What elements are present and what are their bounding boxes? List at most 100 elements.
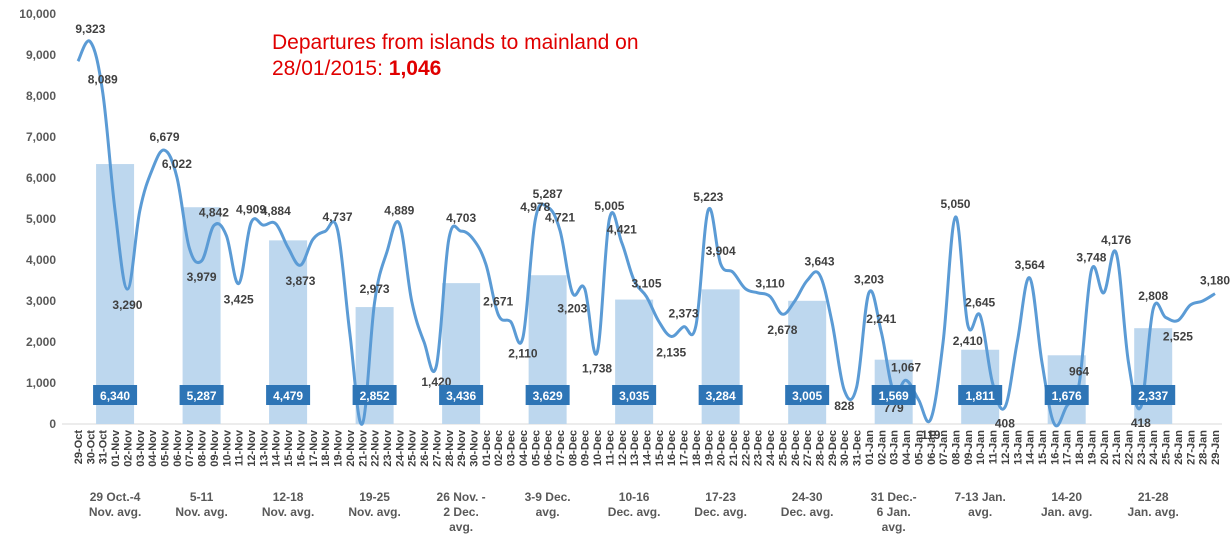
x-tick-label: 17-Jan <box>1062 430 1074 465</box>
x-tick-label: 04-Jan <box>901 430 913 465</box>
x-tick-label: 07-Dec <box>555 430 567 466</box>
x-tick-label: 08-Dec <box>567 430 579 466</box>
x-tick-label: 21-Jan <box>1111 430 1123 465</box>
x-tick-label: 25-Jan <box>1161 430 1173 465</box>
bar-label-box <box>612 385 657 405</box>
data-label: 964 <box>1069 364 1089 378</box>
x-tick-label: 10-Nov <box>221 429 233 467</box>
x-tick-label: 24-Nov <box>394 429 406 467</box>
x-tick-label: 24-Dec <box>765 430 777 466</box>
x-tick-label: 14-Nov <box>271 429 283 467</box>
x-tick-label: 03-Jan <box>889 430 901 465</box>
week-label: 12-18 Nov. avg. <box>261 490 315 519</box>
x-tick-label: 29-Dec <box>827 430 839 466</box>
data-label: 2,671 <box>483 294 513 308</box>
bar-label: 2,852 <box>360 389 390 403</box>
x-tick-label: 16-Dec <box>666 430 678 466</box>
data-label: 2,678 <box>767 323 797 337</box>
x-tick-label: 28-Jan <box>1198 430 1210 465</box>
bar-label-box <box>93 385 138 405</box>
x-tick-label: 20-Nov <box>345 429 357 467</box>
data-label: 3,110 <box>755 276 785 290</box>
x-tick-label: 14-Jan <box>1025 430 1037 465</box>
x-tick-label: 18-Jan <box>1074 430 1086 465</box>
y-tick-label: 0 <box>49 417 56 431</box>
x-tick-label: 22-Dec <box>740 430 752 466</box>
x-tick-label: 09-Dec <box>580 430 592 466</box>
data-label: 3,180 <box>1200 274 1230 288</box>
x-tick-label: 02-Nov <box>122 429 134 467</box>
x-tick-label: 27-Nov <box>431 429 443 467</box>
y-tick-label: 9,000 <box>26 48 56 62</box>
bar-label-box <box>871 385 916 405</box>
x-tick-label: 07-Jan <box>938 430 950 465</box>
data-label: 3,203 <box>557 302 587 316</box>
x-tick-label: 02-Dec <box>493 430 505 466</box>
data-label: 3,290 <box>112 298 142 312</box>
annotation-highlight: 1,046 <box>388 57 442 80</box>
week-label: 7-13 Jan. avg. <box>954 490 1006 519</box>
data-label: 418 <box>1131 416 1151 430</box>
x-tick-label: 05-Jan <box>913 430 925 465</box>
x-tick-label: 25-Dec <box>777 430 789 466</box>
x-tick-label: 16-Nov <box>295 429 307 467</box>
x-tick-label: 12-Dec <box>617 430 629 466</box>
x-tick-label: 19-Nov <box>333 429 345 467</box>
bar-label-box <box>266 385 311 405</box>
data-label: 5,050 <box>940 197 970 211</box>
data-label: 3,643 <box>805 255 835 269</box>
y-tick-label: 6,000 <box>26 171 56 185</box>
x-tick-label: 29-Oct <box>73 430 85 465</box>
y-tick-label: 2,000 <box>26 335 56 349</box>
annotation-text: Departures from islands to mainland on 2… <box>272 31 639 80</box>
x-tick-label: 26-Nov <box>419 429 431 467</box>
x-tick-label: 15-Jan <box>1037 430 1049 465</box>
data-label: 1,067 <box>891 360 921 374</box>
data-label: 3,748 <box>1076 250 1106 264</box>
x-tick-label: 13-Dec <box>629 430 641 466</box>
data-label: 2,973 <box>360 282 390 296</box>
bar-label: 1,676 <box>1052 389 1082 403</box>
x-tick-label: 18-Dec <box>691 430 703 466</box>
data-label: 3,979 <box>187 270 217 284</box>
bar <box>788 300 827 424</box>
x-tick-label: 29-Nov <box>456 429 468 467</box>
data-label: 2,525 <box>1163 329 1193 343</box>
bar-label: 3,629 <box>533 389 563 403</box>
bar-label: 3,035 <box>619 389 649 403</box>
x-tick-label: 01-Jan <box>864 430 876 465</box>
data-label: 2,373 <box>669 307 699 321</box>
data-label: 3,873 <box>285 274 315 288</box>
x-tick-label: 05-Dec <box>530 430 542 466</box>
x-tick-label: 13-Nov <box>258 429 270 467</box>
x-tick-label: 20-Dec <box>716 430 728 466</box>
annotation: Departures from islands to mainland on 2… <box>272 30 639 82</box>
bar-label-box <box>1131 385 1176 405</box>
data-label: 3,105 <box>631 277 661 291</box>
x-tick-label: 22-Nov <box>370 429 382 467</box>
x-tick-label: 06-Nov <box>172 429 184 467</box>
data-label: 2,241 <box>866 312 896 326</box>
x-tick-label: 14-Dec <box>642 430 654 466</box>
x-tick-label: 05-Nov <box>160 429 172 467</box>
x-tick-label: 30-Nov <box>468 429 480 467</box>
bar-label: 4,479 <box>273 389 303 403</box>
x-tick-label: 23-Dec <box>753 430 765 466</box>
line <box>76 39 1216 428</box>
x-tick-label: 17-Dec <box>679 430 691 466</box>
x-tick-label: 20-Jan <box>1099 430 1111 465</box>
bar-label: 5,287 <box>187 389 217 403</box>
x-tick-label: 18-Nov <box>320 429 332 467</box>
data-label: 2,410 <box>953 334 983 348</box>
x-tick-label: 19-Jan <box>1086 430 1098 465</box>
bar-label: 6,340 <box>100 389 130 403</box>
data-label: 4,703 <box>446 211 476 225</box>
x-tick-label: 02-Jan <box>876 430 888 465</box>
data-label: 828 <box>834 399 854 413</box>
x-tick-label: 01-Dec <box>481 430 493 466</box>
x-tick-label: 22-Jan <box>1123 430 1135 465</box>
x-tick-label: 24-Jan <box>1148 430 1160 465</box>
x-tick-label: 09-Nov <box>209 429 221 467</box>
x-tick-label: 15-Dec <box>654 430 666 466</box>
